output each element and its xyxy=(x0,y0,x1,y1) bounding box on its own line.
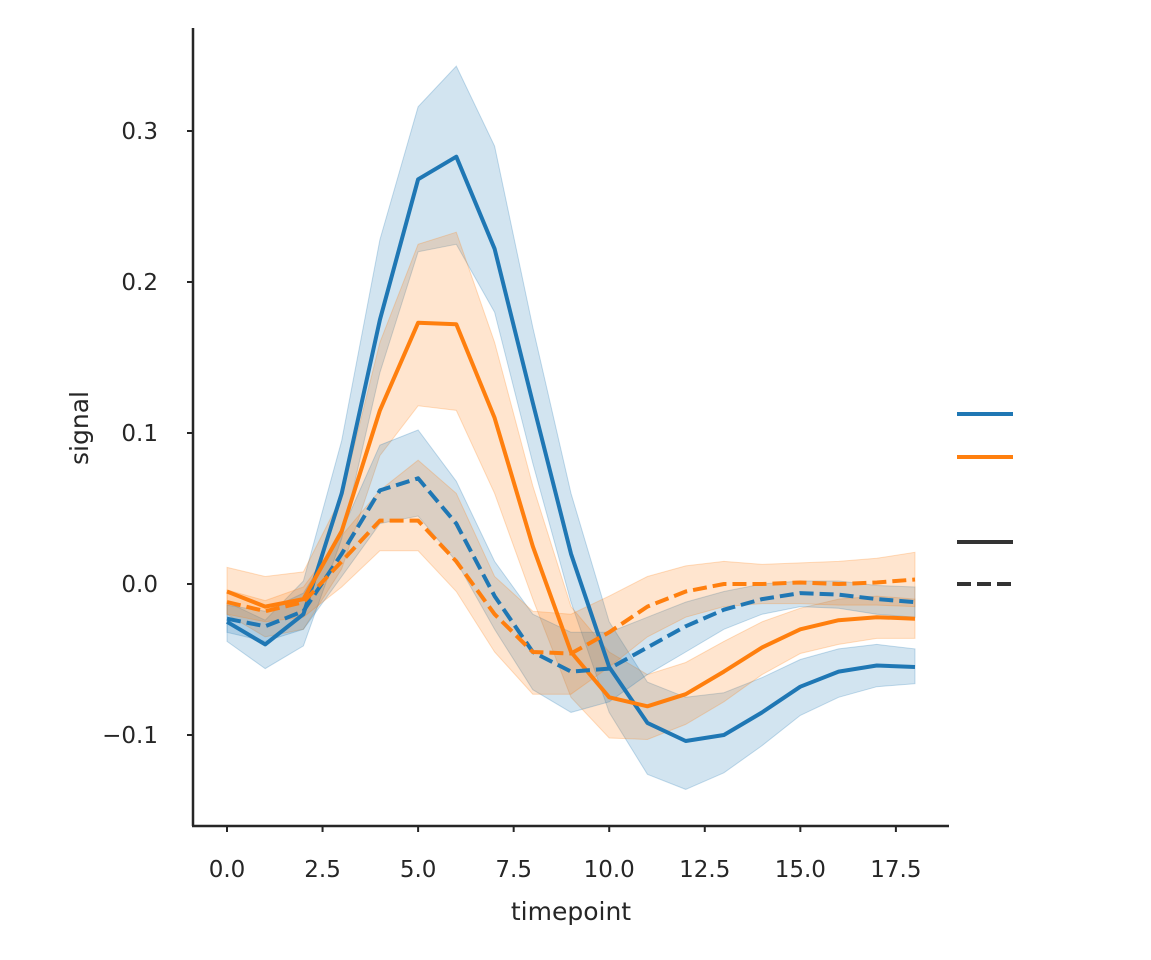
x-tick-label: 17.5 xyxy=(870,857,921,883)
x-ticks: 0.0 2.5 5.0 7.5 10.0 12.5 15.0 17.5 xyxy=(209,826,921,883)
x-tick-label: 10.0 xyxy=(584,857,635,883)
x-tick-label: 12.5 xyxy=(679,857,730,883)
y-tick-label: 0.1 xyxy=(121,421,158,447)
axes xyxy=(191,28,949,828)
legend xyxy=(957,412,1013,586)
series-line-1 xyxy=(225,154,916,743)
x-tick-label: 2.5 xyxy=(304,857,341,883)
series-line-4 xyxy=(226,518,916,656)
confidence-band-2 xyxy=(226,231,916,741)
y-axis-label: signal xyxy=(65,391,94,465)
y-tick-label: 0.2 xyxy=(121,270,158,296)
y-ticks: −0.1 0.0 0.1 0.2 0.3 xyxy=(102,119,193,749)
x-axis-label: timepoint xyxy=(511,897,631,926)
series-line-3 xyxy=(226,476,916,674)
x-tick-label: 15.0 xyxy=(775,857,826,883)
x-tick-label: 0.0 xyxy=(209,857,246,883)
x-tick-label: 5.0 xyxy=(400,857,437,883)
y-tick-label: −0.1 xyxy=(102,723,158,749)
series-lines xyxy=(225,154,916,743)
x-tick-label: 7.5 xyxy=(495,857,532,883)
y-tick-label: 0.3 xyxy=(121,119,158,145)
y-tick-label: 0.0 xyxy=(121,572,158,598)
